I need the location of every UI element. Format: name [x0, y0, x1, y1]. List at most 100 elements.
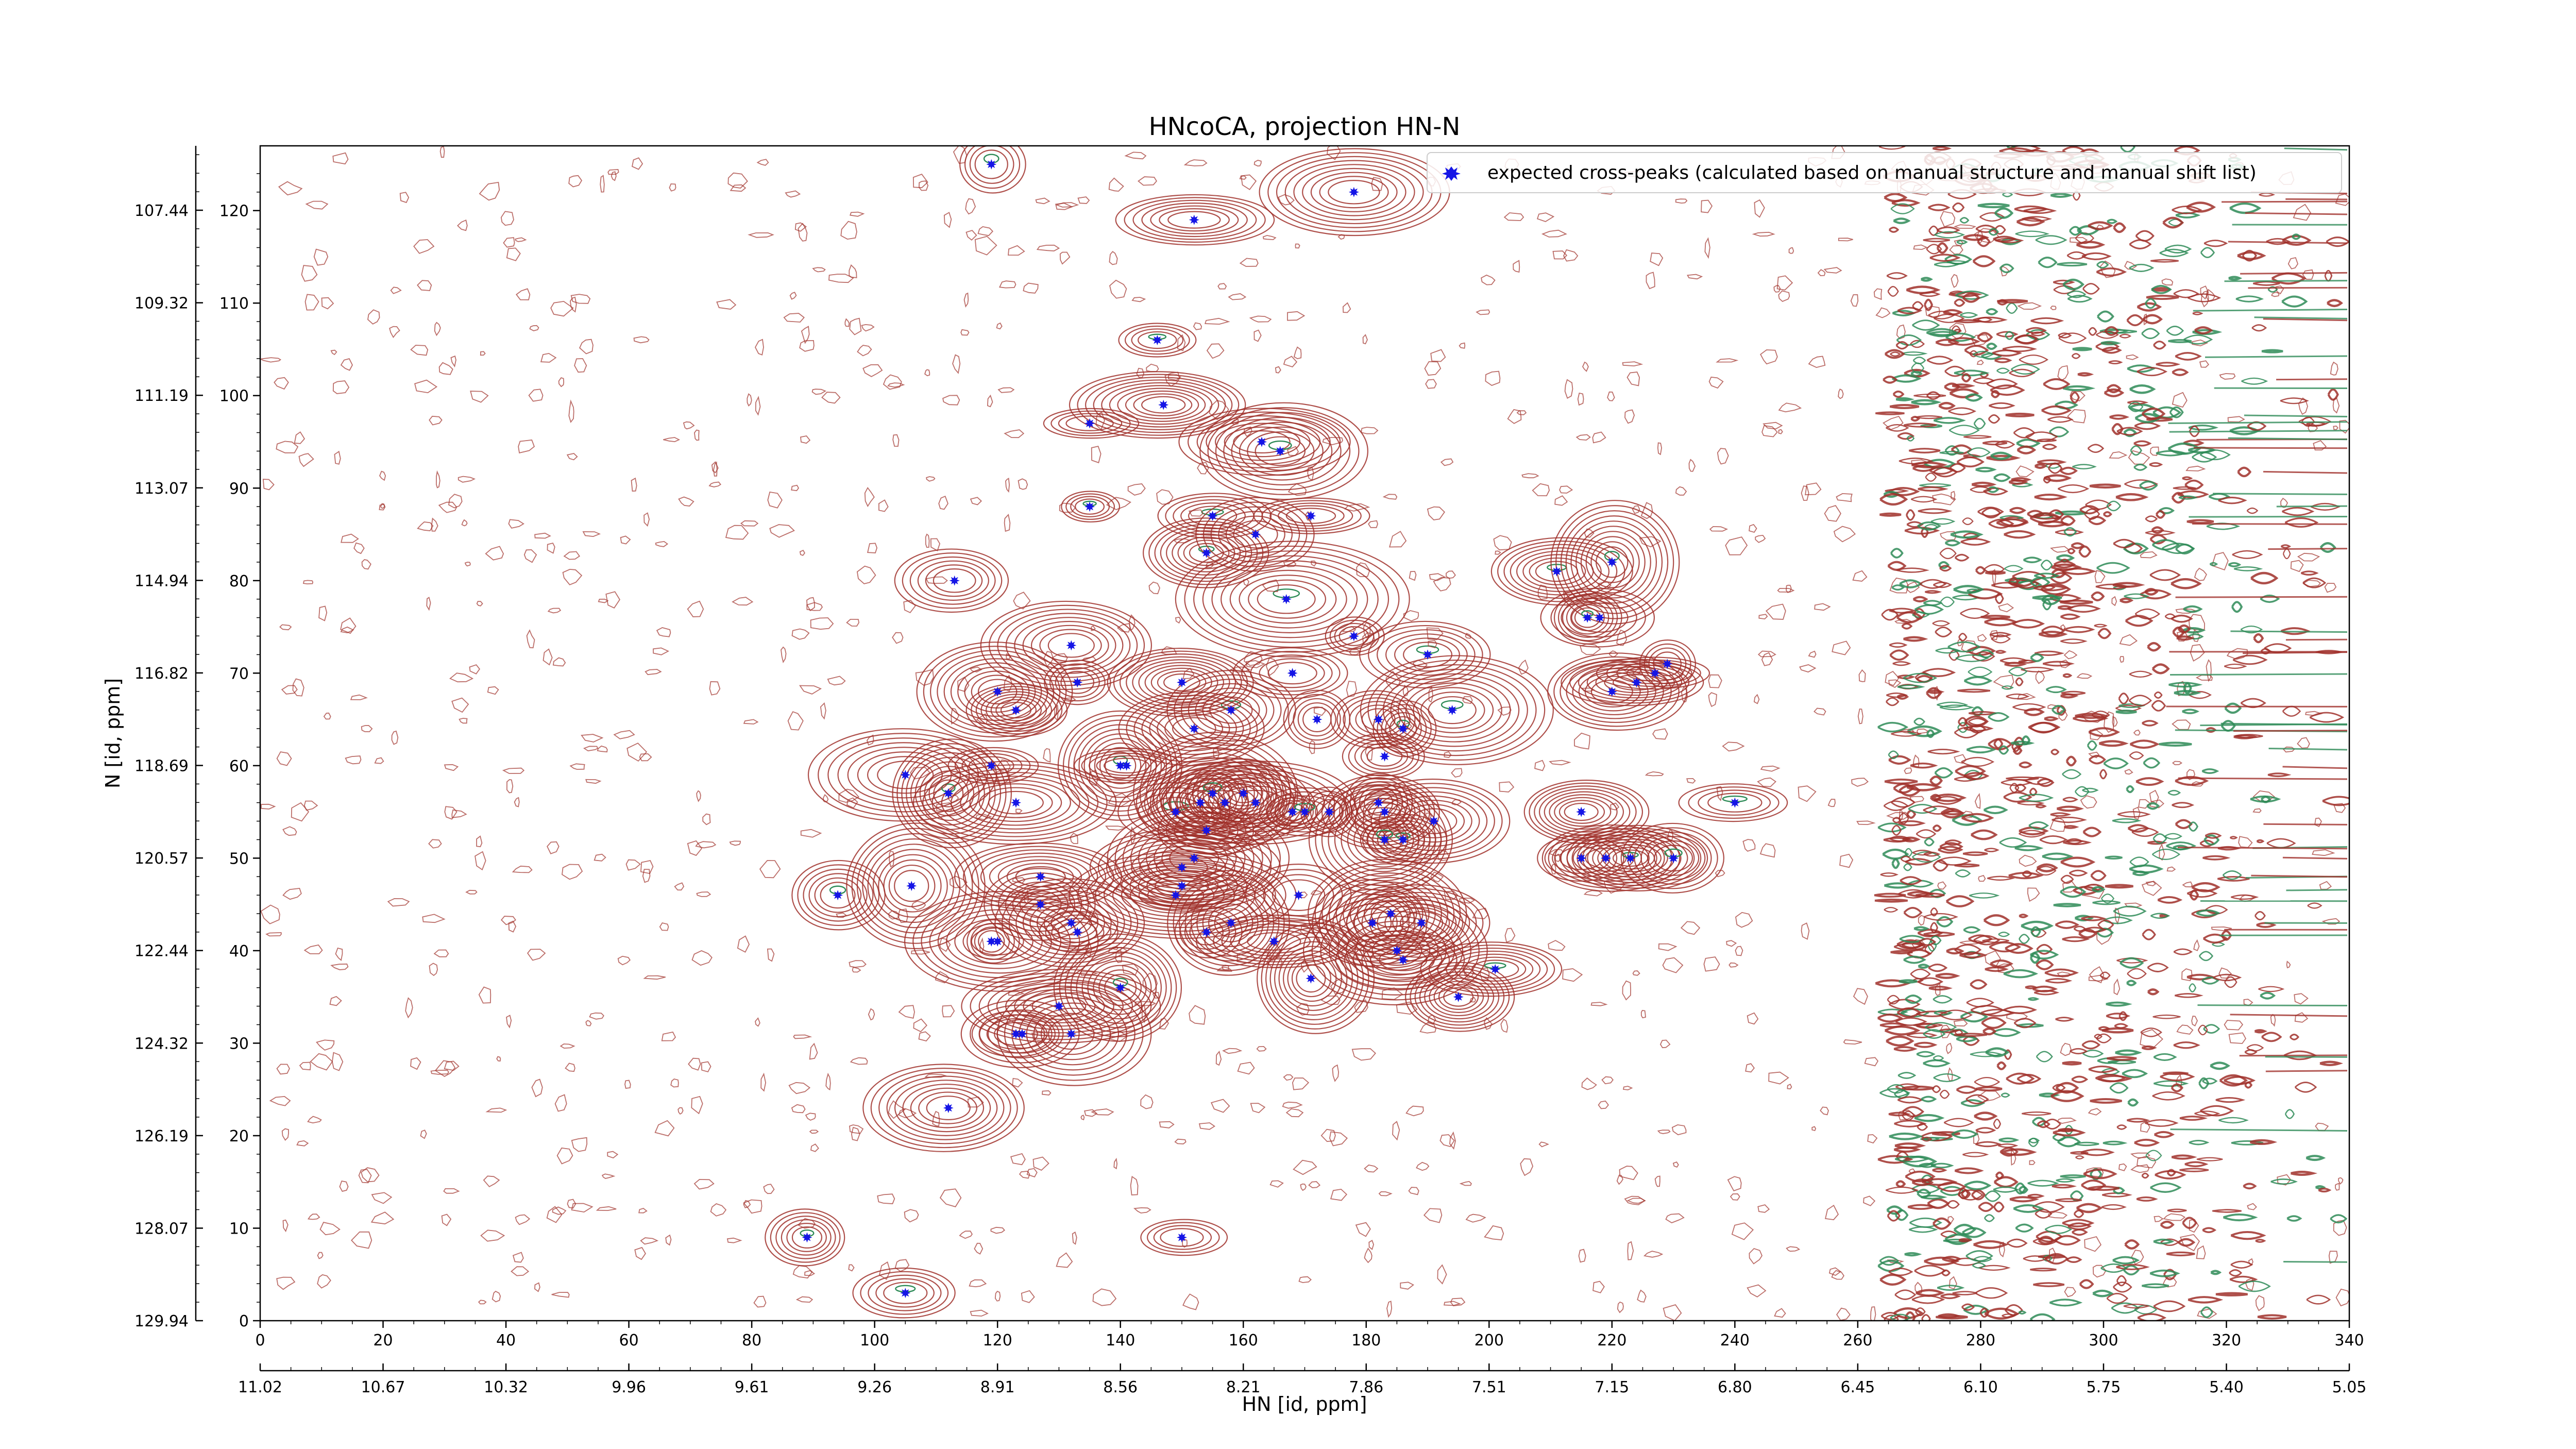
noise-contour — [1012, 877, 1026, 884]
negative-noise-contour — [2150, 1182, 2182, 1193]
noise-contour — [1913, 244, 1928, 250]
noise-contour — [1222, 1048, 1243, 1054]
noise-contour — [2070, 1048, 2088, 1055]
noise-contour — [1978, 874, 1986, 882]
noise-contour — [1853, 988, 1868, 1005]
noise-contour — [2005, 943, 2033, 954]
edge-streak — [2189, 515, 2348, 518]
contour-ring — [1181, 679, 1282, 742]
noise-contour — [1283, 356, 1298, 368]
noise-contour — [674, 882, 685, 891]
contour-ring — [1550, 593, 1646, 643]
noise-contour — [2154, 1131, 2175, 1138]
noise-contour — [1884, 906, 1899, 913]
contour-ring — [1361, 941, 1443, 979]
contour-ring — [1572, 668, 1656, 716]
negative-noise-contour — [1913, 926, 1929, 931]
negative-noise-contour — [1930, 1162, 1954, 1169]
noise-contour — [2021, 1111, 2052, 1116]
edge-streak — [2239, 1054, 2348, 1057]
noise-contour — [2006, 693, 2030, 700]
x-ppm-tick-label: 11.02 — [238, 1378, 282, 1396]
contour-ring — [1424, 974, 1495, 1020]
noise-contour — [1124, 151, 1147, 160]
contour-ring — [1293, 164, 1415, 221]
noise-contour — [531, 1079, 543, 1098]
noise-contour — [2009, 368, 2036, 378]
noise-contour — [2149, 462, 2163, 467]
contour-ring — [988, 790, 1044, 815]
noise-contour — [1115, 950, 1123, 964]
noise-contour — [1914, 1265, 1946, 1277]
noise-contour — [1092, 1288, 1117, 1306]
noise-contour — [809, 1042, 818, 1060]
noise-contour — [1597, 581, 1612, 589]
noise-contour — [2184, 479, 2204, 491]
noise-contour — [708, 481, 722, 487]
noise-contour — [887, 382, 905, 388]
noise-contour — [1681, 686, 1688, 703]
noise-contour — [2008, 577, 2019, 586]
negative-noise-contour — [2074, 915, 2094, 922]
noise-contour — [451, 697, 469, 713]
noise-contour — [1887, 285, 1899, 297]
noise-contour — [2333, 425, 2338, 430]
contour-ring — [765, 1208, 845, 1267]
noise-contour — [1715, 870, 1725, 878]
noise-contour — [878, 499, 889, 512]
noise-contour — [2124, 479, 2159, 489]
noise-contour — [1914, 1282, 1923, 1294]
noise-contour — [417, 521, 434, 531]
contour-ring — [1647, 840, 1700, 876]
noise-contour — [1885, 1186, 1919, 1194]
noise-contour — [2063, 839, 2092, 846]
noise-contour — [836, 912, 847, 918]
noise-contour — [669, 183, 676, 192]
noise-contour — [543, 648, 553, 666]
contour-ring — [1015, 890, 1125, 956]
noise-contour — [2327, 388, 2339, 401]
noise-contour — [2113, 222, 2126, 233]
cross-peak-marker — [1379, 806, 1390, 817]
noise-contour — [1874, 898, 1908, 903]
noise-contour — [801, 326, 810, 344]
negative-noise-contour — [2153, 1238, 2175, 1244]
contour-ring — [1284, 160, 1424, 225]
noise-contour — [2134, 422, 2161, 430]
y-index-tick-label: 80 — [229, 572, 249, 591]
contour-ring — [1549, 794, 1618, 830]
negative-noise-contour — [2126, 785, 2134, 794]
noise-contour — [335, 947, 343, 962]
noise-contour — [1189, 1005, 1206, 1025]
noise-contour — [1210, 1099, 1230, 1113]
noise-contour — [1206, 562, 1214, 569]
noise-contour — [1895, 341, 1909, 350]
negative-noise-contour — [2209, 562, 2218, 566]
noise-contour — [2088, 516, 2107, 525]
noise-contour — [2006, 1072, 2035, 1085]
cross-peak-marker — [1281, 594, 1292, 604]
noise-contour — [1262, 579, 1279, 593]
contour-ring — [820, 882, 856, 909]
noise-contour — [783, 313, 805, 323]
x-index-tick-label: 260 — [1843, 1332, 1872, 1350]
contour-ring — [1173, 874, 1285, 971]
peak-contour — [1140, 1219, 1228, 1256]
noise-contour — [2176, 1024, 2194, 1035]
noise-contour — [2133, 440, 2152, 447]
noise-contour — [2124, 1239, 2140, 1250]
noise-contour — [1363, 622, 1371, 638]
cross-peak-marker — [986, 936, 997, 947]
negative-noise-contour — [2183, 682, 2192, 695]
contour-ring — [969, 146, 1014, 184]
noise-contour — [449, 672, 474, 683]
noise-contour — [2166, 866, 2176, 872]
contour-ring — [1044, 660, 1111, 705]
noise-contour — [2172, 802, 2195, 808]
noise-contour — [2172, 392, 2188, 408]
noise-contour — [2052, 1184, 2074, 1189]
negative-noise-contour — [2027, 1180, 2059, 1187]
noise-contour — [2137, 302, 2162, 312]
noise-contour — [755, 396, 761, 416]
noise-contour — [1640, 502, 1653, 519]
